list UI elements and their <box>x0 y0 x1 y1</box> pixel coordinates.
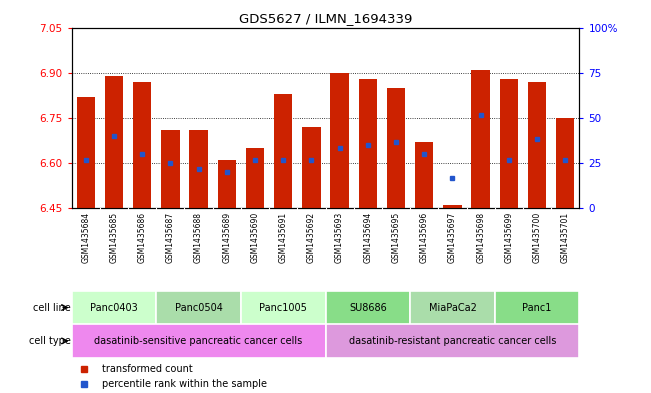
Bar <box>217 160 236 208</box>
Text: transformed count: transformed count <box>102 364 193 374</box>
Text: dasatinib-sensitive pancreatic cancer cells: dasatinib-sensitive pancreatic cancer ce… <box>94 336 303 346</box>
Text: GSM1435686: GSM1435686 <box>137 211 146 263</box>
Bar <box>326 291 410 324</box>
Text: Panc0504: Panc0504 <box>174 303 223 312</box>
Bar <box>246 148 264 208</box>
Text: GSM1435700: GSM1435700 <box>533 211 542 263</box>
Text: GSM1435689: GSM1435689 <box>222 211 231 263</box>
Text: Panc1005: Panc1005 <box>259 303 307 312</box>
Text: GSM1435694: GSM1435694 <box>363 211 372 263</box>
Bar <box>161 130 180 208</box>
Bar <box>471 70 490 208</box>
Text: Panc0403: Panc0403 <box>90 303 138 312</box>
Text: GSM1435701: GSM1435701 <box>561 211 570 263</box>
Bar <box>72 291 156 324</box>
Bar <box>415 142 434 208</box>
Text: GSM1435696: GSM1435696 <box>420 211 429 263</box>
Text: GSM1435690: GSM1435690 <box>251 211 260 263</box>
Bar <box>189 130 208 208</box>
Text: Panc1: Panc1 <box>522 303 552 312</box>
Bar <box>410 291 495 324</box>
Text: cell line: cell line <box>33 303 71 312</box>
Text: GSM1435691: GSM1435691 <box>279 211 288 263</box>
Bar <box>302 127 320 208</box>
Title: GDS5627 / ILMN_1694339: GDS5627 / ILMN_1694339 <box>239 12 412 25</box>
Bar <box>387 88 405 208</box>
Bar <box>156 291 241 324</box>
Text: GSM1435684: GSM1435684 <box>81 211 90 263</box>
Bar <box>443 205 462 208</box>
Bar <box>556 118 574 208</box>
Text: GSM1435692: GSM1435692 <box>307 211 316 263</box>
Text: GSM1435688: GSM1435688 <box>194 211 203 263</box>
Bar <box>72 324 326 358</box>
Bar <box>77 97 95 208</box>
Bar <box>326 324 579 358</box>
Text: GSM1435698: GSM1435698 <box>476 211 485 263</box>
Bar <box>274 94 292 208</box>
Text: MiaPaCa2: MiaPaCa2 <box>428 303 477 312</box>
Bar <box>495 291 579 324</box>
Text: GSM1435693: GSM1435693 <box>335 211 344 263</box>
Bar <box>528 82 546 208</box>
Bar <box>331 73 349 208</box>
Text: GSM1435695: GSM1435695 <box>391 211 400 263</box>
Bar <box>359 79 377 208</box>
Text: GSM1435685: GSM1435685 <box>109 211 118 263</box>
Text: GSM1435699: GSM1435699 <box>505 211 514 263</box>
Bar <box>241 291 326 324</box>
Bar <box>133 82 151 208</box>
Bar <box>105 76 123 208</box>
Text: cell type: cell type <box>29 336 71 346</box>
Text: GSM1435697: GSM1435697 <box>448 211 457 263</box>
Text: percentile rank within the sample: percentile rank within the sample <box>102 378 267 389</box>
Text: SU8686: SU8686 <box>349 303 387 312</box>
Text: GSM1435687: GSM1435687 <box>166 211 175 263</box>
Bar <box>500 79 518 208</box>
Text: dasatinib-resistant pancreatic cancer cells: dasatinib-resistant pancreatic cancer ce… <box>349 336 556 346</box>
